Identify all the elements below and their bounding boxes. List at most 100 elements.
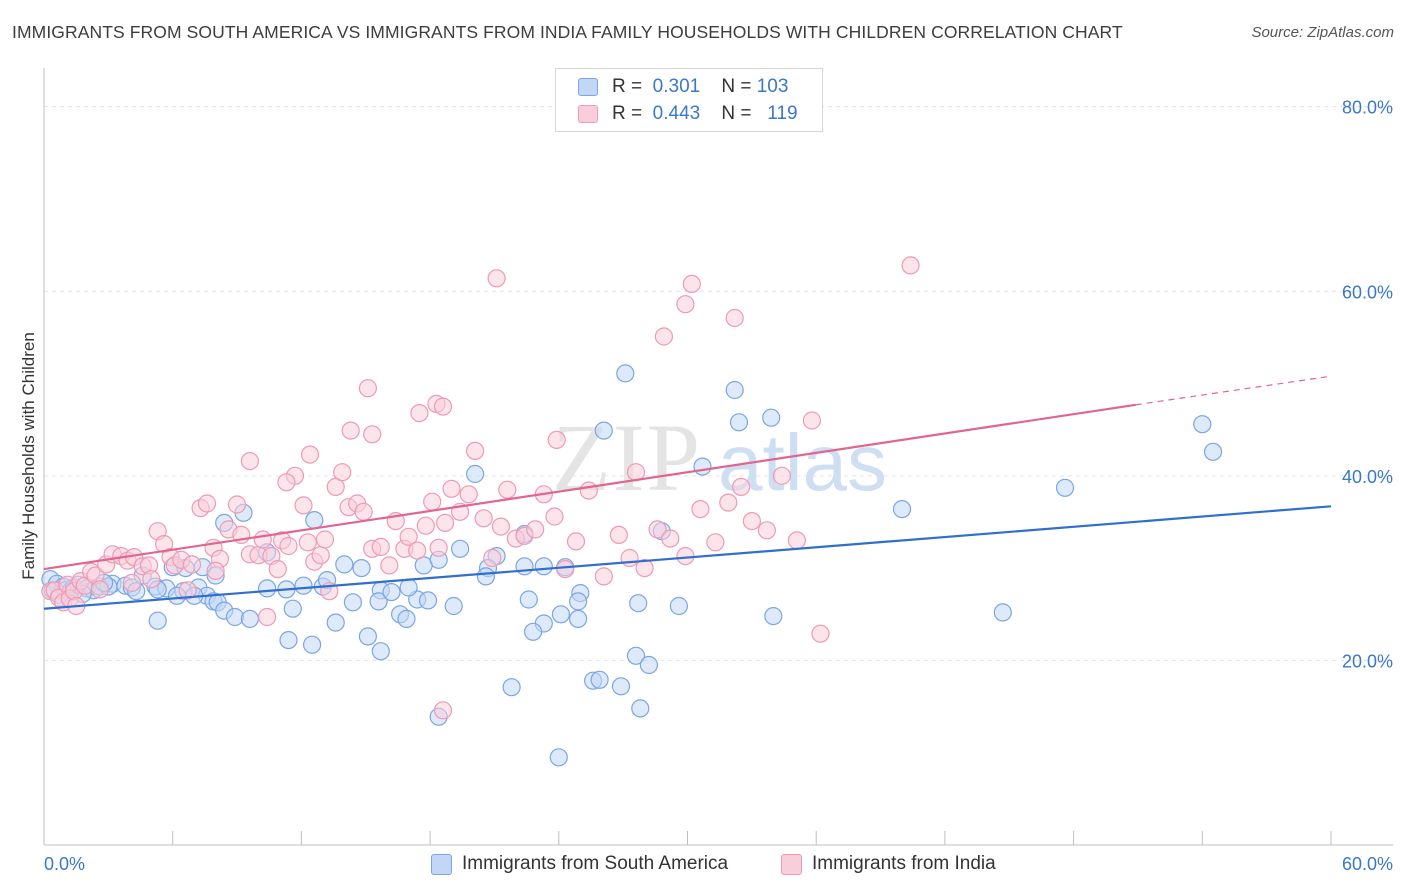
data-point [358,379,377,398]
data-point [568,592,588,611]
data-point [1055,478,1075,497]
data-point [811,624,830,643]
data-point [354,502,373,521]
data-point [283,599,302,618]
data-point [556,559,575,579]
data-point [639,655,659,675]
data-point [399,578,418,597]
data-point [352,558,371,578]
trend-line-india [43,403,1136,571]
data-point [371,642,390,661]
data-point [474,509,493,528]
data-point [719,493,738,512]
bottom-legend-swatch-pink [781,853,802,875]
data-point [725,308,744,328]
data-point [122,573,141,593]
data-point [609,525,629,545]
data-point [279,630,298,650]
data-point [303,635,322,654]
data-point [380,556,399,575]
legend-n-value: 103 [756,76,789,97]
data-point [418,591,438,610]
data-point [729,413,749,432]
data-point [333,463,352,482]
chart-title: IMMIGRANTS FROM SOUTH AMERICA VS IMMIGRA… [12,22,1123,42]
data-point [240,609,259,629]
data-point [764,606,783,626]
data-point [358,627,377,646]
data-point [466,441,485,460]
data-point [444,596,463,616]
watermark: ZIP atlas [552,404,887,511]
data-point [631,699,650,718]
data-point [611,677,631,696]
legend-r-value: 0.443 [652,103,701,124]
legend-r-value: 0.301 [652,76,701,97]
legend-n-label: N = [721,76,752,97]
data-point [648,520,667,539]
legend-row-india: R = 0.443 N = 119 [578,100,798,128]
data-point [459,485,478,504]
data-point [451,539,470,558]
data-point [476,567,495,586]
data-point [526,520,545,539]
bottom-legend-india: Immigrants from India [781,851,996,877]
data-point [335,555,354,574]
data-point [787,531,807,550]
data-point [294,496,313,515]
data-point [1193,415,1212,434]
y-tick-label: 80.0% [1342,98,1393,118]
data-point [669,596,689,616]
data-point [706,533,725,552]
data-point [311,546,330,565]
data-point [547,430,566,449]
data-point [343,593,362,612]
data-point [661,529,680,548]
data-point [277,473,296,492]
data-point [626,646,646,665]
data-point [682,274,701,293]
data-point [676,546,695,566]
data-point [433,701,453,720]
trend-line-india-extension [1135,375,1332,406]
data-point [892,500,912,519]
data-point [483,548,502,568]
data-point [410,404,429,423]
bottom-legend-swatch-blue [431,853,452,875]
data-point [635,558,654,578]
data-point [590,670,609,689]
data-point [442,479,461,498]
data-point [382,582,401,602]
data-point [502,678,521,697]
legend-n-label: N = [721,103,752,124]
y-tick-label: 40.0% [1342,467,1393,487]
data-point [731,477,751,496]
data-point [90,580,109,599]
data-point [594,421,613,440]
legend-r-label: R = [612,76,643,97]
data-point [772,466,792,485]
data-point [142,570,161,589]
data-point [620,548,639,568]
y-axis-label: Family Households with Children [19,332,38,580]
data-point [268,559,287,579]
data-point [534,557,553,576]
legend-n-value: 119 [767,103,798,124]
data-point [757,521,777,540]
data-point [258,579,277,598]
data-point [654,327,674,346]
legend-swatch-blue [578,78,598,96]
data-point [182,555,202,574]
data-point [369,592,388,611]
data-point [498,480,517,499]
data-point [742,511,762,531]
data-point [693,457,712,476]
data-point [594,567,613,586]
trend-lines [43,375,1332,610]
data-point [433,397,453,416]
data-point [423,492,442,511]
data-point [298,533,317,552]
data-point [568,609,588,629]
gridlines [44,106,1393,661]
